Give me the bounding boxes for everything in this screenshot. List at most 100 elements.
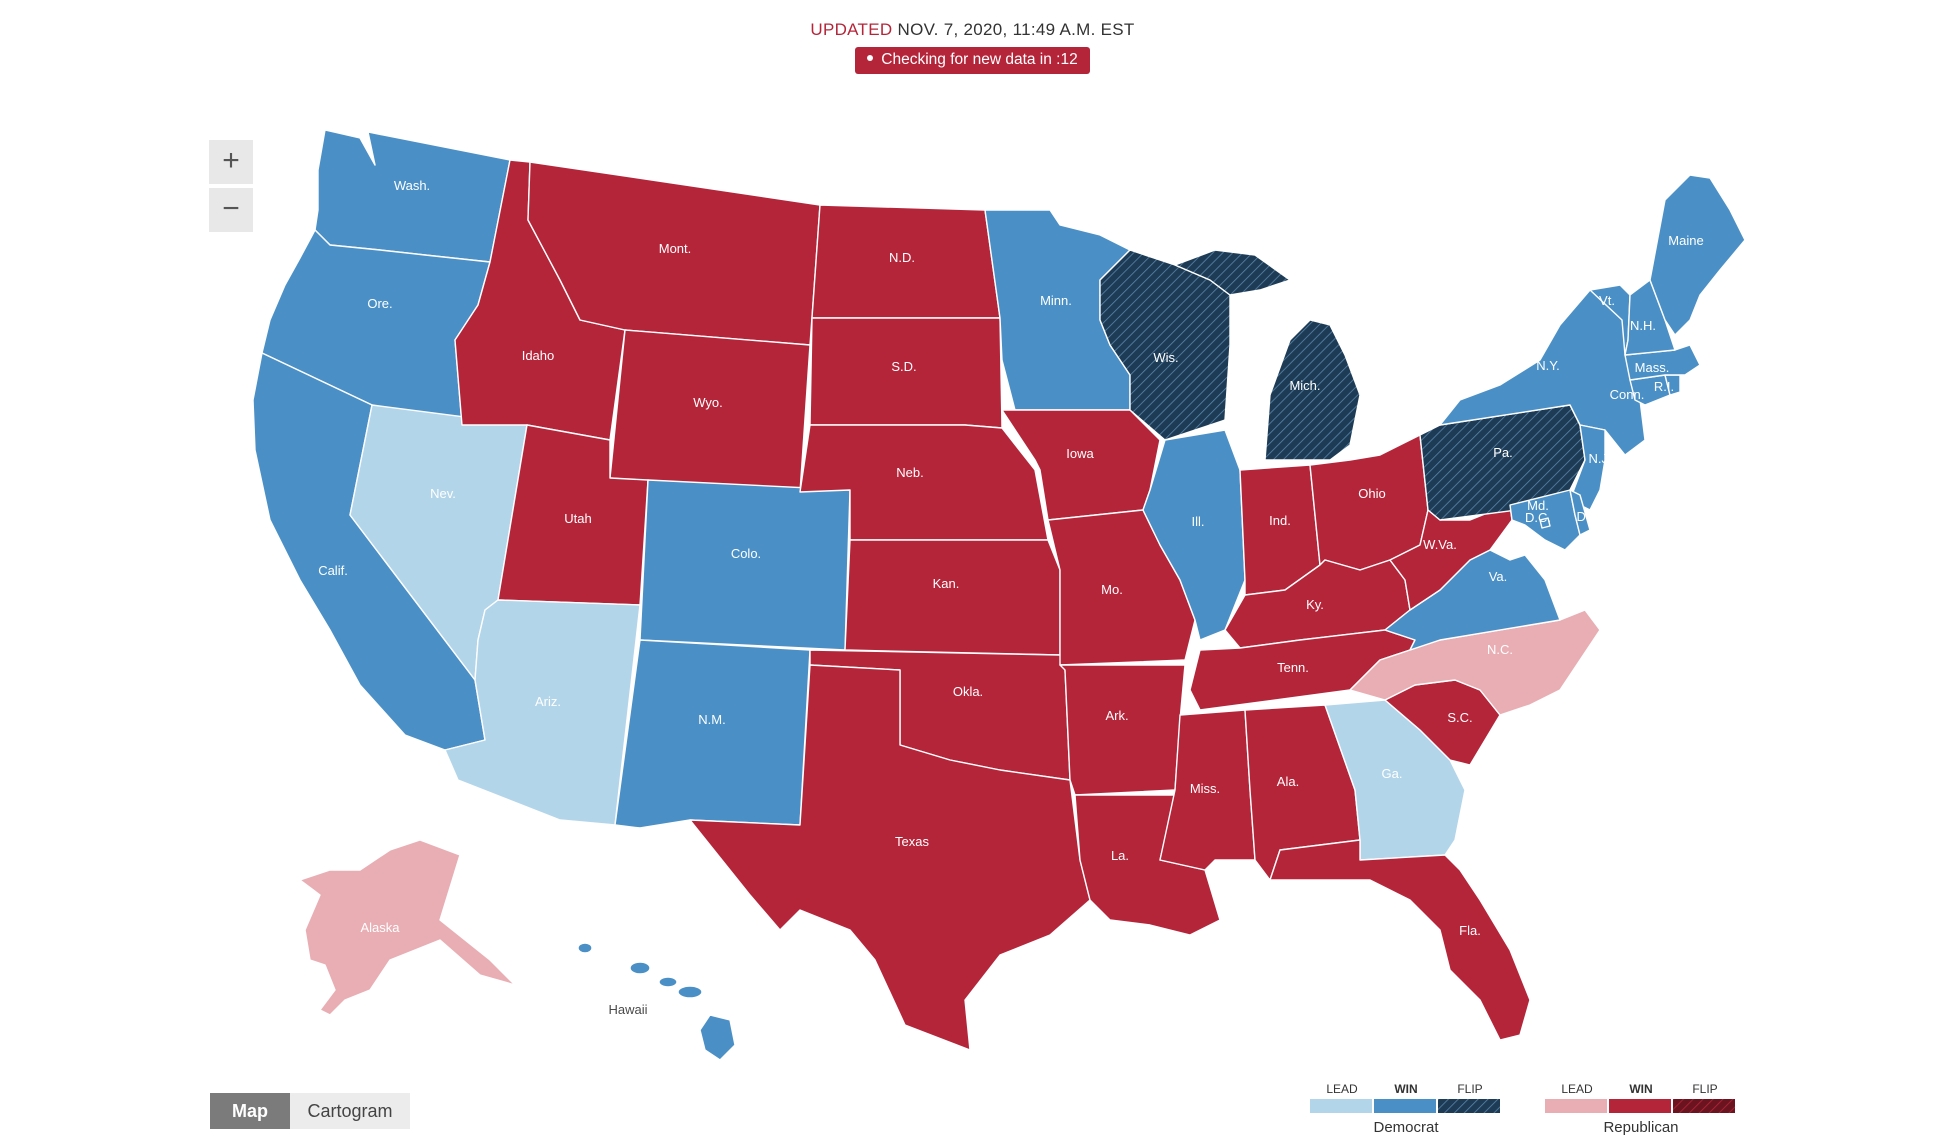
state-label: N.C. [1487, 642, 1513, 657]
state-label: Ga. [1382, 766, 1403, 781]
state-label: Calif. [318, 563, 348, 578]
state-label: Okla. [953, 684, 983, 699]
state-label: Texas [895, 834, 929, 849]
legend-dem-lead-swatch [1310, 1099, 1372, 1113]
state-ill[interactable] [1142, 429, 1246, 641]
legend-dem-flip-label: FLIP [1457, 1082, 1483, 1096]
legend-dem-win-label: WIN [1394, 1082, 1418, 1096]
state-label: Ohio [1358, 486, 1385, 501]
state-label: Utah [564, 511, 591, 526]
state-dc[interactable] [1539, 517, 1551, 529]
state-colo[interactable] [639, 479, 851, 651]
legend-rep-win-swatch [1609, 1099, 1671, 1113]
state-label: Kan. [933, 576, 960, 591]
state-label: La. [1111, 848, 1129, 863]
state-wis[interactable] [1099, 249, 1231, 441]
state-texas[interactable] [689, 664, 1091, 1051]
legend-republican-name: Republican [1603, 1119, 1679, 1136]
legend-dem-flip-swatch [1438, 1099, 1500, 1113]
legend-democrat: LEAD WIN FLIP Democrat [1310, 1082, 1502, 1136]
state-label: N.Y. [1536, 358, 1560, 373]
state-label: Fla. [1459, 923, 1481, 938]
state-alaska[interactable] [299, 839, 516, 1016]
state-label: S.C. [1447, 710, 1472, 725]
state-label: Ill. [1192, 514, 1205, 529]
state-label: Wash. [394, 178, 430, 193]
state-label: Va. [1489, 569, 1508, 584]
state-label: W.Va. [1423, 537, 1457, 552]
state-ark[interactable] [1059, 664, 1186, 796]
state-label: Iowa [1066, 446, 1094, 461]
state-label: Tenn. [1277, 660, 1309, 675]
state-label: D.C. [1525, 510, 1551, 525]
map-view-toggle: Map Cartogram [210, 1093, 410, 1129]
state-label: Maine [1668, 233, 1703, 248]
state-labels: Wash. Ore. Calif. Nev. Idaho Mont. Wyo. Utah Col… [318, 178, 1704, 1017]
state-label: Wyo. [693, 395, 723, 410]
state-label: Md. [1527, 498, 1549, 513]
state-label: Ala. [1277, 774, 1299, 789]
cartogram-view-button[interactable]: Cartogram [290, 1093, 410, 1129]
state-label: Vt. [1599, 293, 1615, 308]
state-label: Ky. [1306, 597, 1324, 612]
state-label: N.M. [698, 712, 725, 727]
zoom-out-button[interactable]: − [209, 188, 253, 232]
state-label: Minn. [1040, 293, 1072, 308]
legend-rep-flip-label: FLIP [1692, 1082, 1718, 1096]
state-label: Mass. [1635, 360, 1670, 375]
legend-republican: LEAD WIN FLIP Republican [1545, 1082, 1737, 1136]
state-label: N.D. [889, 250, 915, 265]
state-del[interactable] [1569, 489, 1591, 536]
zoom-in-button[interactable]: + [209, 140, 253, 184]
state-label: Del. [1576, 509, 1599, 524]
status-dot-icon [867, 54, 874, 61]
state-label: N.H. [1630, 318, 1656, 333]
state-label: Colo. [731, 546, 761, 561]
state-ariz[interactable] [444, 599, 641, 826]
state-label: Hawaii [608, 1002, 647, 1017]
state-kan[interactable] [844, 539, 1061, 656]
state-label: Ark. [1105, 708, 1128, 723]
state-label: Conn. [1610, 387, 1645, 402]
state-mich-up[interactable] [1174, 249, 1291, 296]
state-hawaii[interactable] [577, 942, 736, 1061]
updated-time: NOV. 7, 2020, 11:49 A.M. EST [897, 20, 1135, 39]
state-label: Ariz. [535, 694, 561, 709]
state-wash[interactable] [314, 129, 511, 263]
state-label: Pa. [1493, 445, 1513, 460]
updated-label: UPDATED [810, 20, 893, 39]
state-label: Alaska [360, 920, 400, 935]
legend-democrat-name: Democrat [1373, 1119, 1439, 1136]
state-mich[interactable] [1264, 319, 1361, 461]
state-label: Ind. [1269, 513, 1291, 528]
state-label: R.I. [1654, 379, 1674, 394]
status-text: Checking for new data in :12 [881, 51, 1078, 68]
state-nm[interactable] [614, 639, 811, 829]
map-view-button[interactable]: Map [210, 1093, 290, 1129]
state-label: N.J. [1588, 451, 1611, 466]
legend-rep-lead-label: LEAD [1561, 1082, 1593, 1096]
data-refresh-status: Checking for new data in :12 [855, 47, 1090, 74]
state-label: Ore. [367, 296, 392, 311]
state-label: Neb. [896, 465, 923, 480]
state-label: Mo. [1101, 582, 1123, 597]
state-label: Mich. [1289, 378, 1320, 393]
legend-rep-win-label: WIN [1629, 1082, 1653, 1096]
updated-timestamp: UPDATED NOV. 7, 2020, 11:49 A.M. EST [0, 20, 1945, 40]
legend-dem-win-swatch [1374, 1099, 1436, 1113]
legend-rep-flip-swatch [1673, 1099, 1735, 1113]
state-fla[interactable] [1269, 839, 1531, 1041]
state-wyo[interactable] [609, 329, 811, 493]
legend-rep-lead-swatch [1545, 1099, 1607, 1113]
state-label: Wis. [1153, 350, 1178, 365]
state-label: Miss. [1190, 781, 1220, 796]
state-label: Mont. [659, 241, 692, 256]
state-label: Idaho [522, 348, 555, 363]
map-header: UPDATED NOV. 7, 2020, 11:49 A.M. EST Che… [0, 20, 1945, 74]
state-maine[interactable] [1649, 174, 1746, 336]
state-nj[interactable] [1569, 424, 1606, 511]
legend-dem-lead-label: LEAD [1326, 1082, 1358, 1096]
state-label: S.D. [891, 359, 916, 374]
state-label: Nev. [430, 486, 456, 501]
